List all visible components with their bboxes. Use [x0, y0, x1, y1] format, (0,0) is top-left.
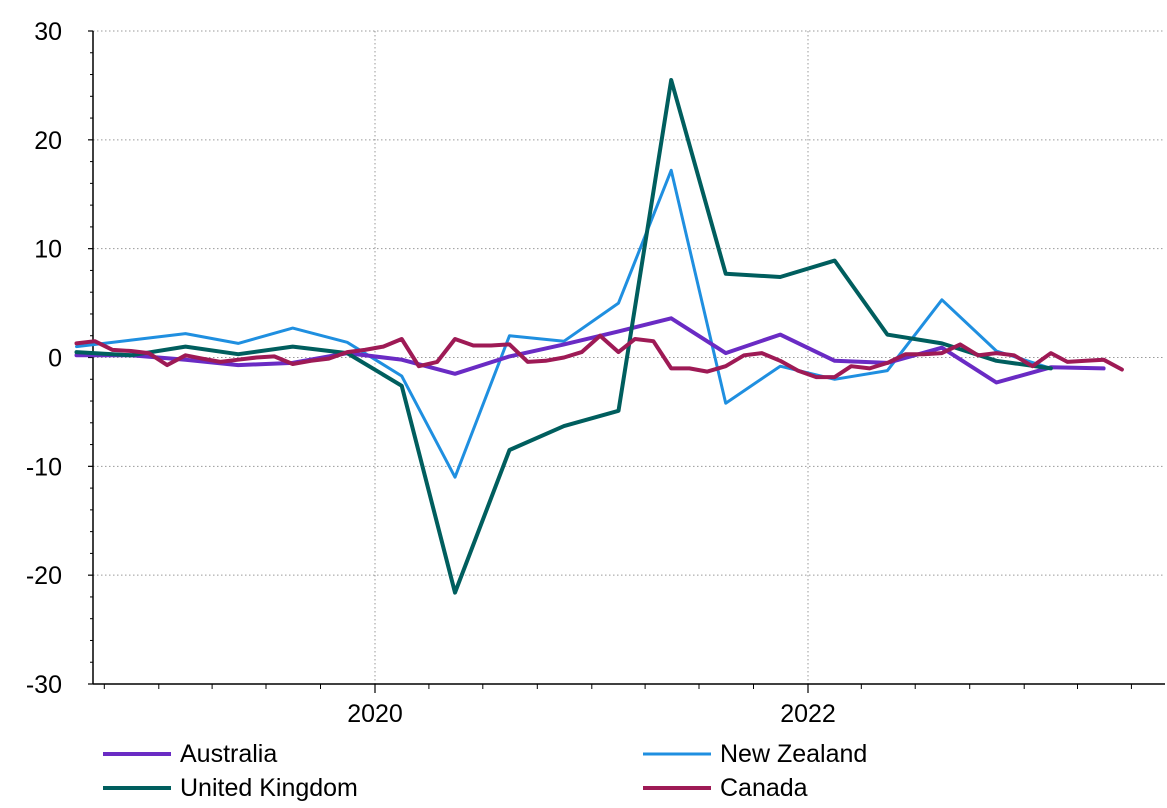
series-lines: [74, 78, 1124, 595]
y-tick-label: 10: [34, 236, 62, 264]
legend-label-united-kingdom: United Kingdom: [180, 774, 358, 802]
series-line-united-kingdom: [74, 78, 1053, 595]
legend-label-canada: Canada: [720, 774, 808, 802]
series-line-australia: [74, 316, 1106, 385]
y-tick-label: 30: [34, 18, 62, 46]
y-tick-label: -10: [26, 453, 62, 481]
legend-label-australia: Australia: [180, 740, 277, 768]
y-tick-label: 20: [34, 127, 62, 155]
axis-ticks: 30 20 10 0 -10 -20 -30 2020 2022: [26, 18, 1132, 728]
x-tick-label: 2022: [780, 700, 836, 728]
series-line-new-zealand: [75, 168, 1053, 479]
y-tick-label: 0: [48, 345, 62, 373]
legend-label-new-zealand: New Zealand: [720, 740, 867, 768]
y-tick-label: -20: [26, 562, 62, 590]
x-tick-label: 2020: [347, 700, 403, 728]
y-tick-label: -30: [26, 671, 62, 699]
series-line-canada: [74, 333, 1124, 380]
legend: Australia New Zealand United Kingdom Canada: [103, 740, 867, 802]
